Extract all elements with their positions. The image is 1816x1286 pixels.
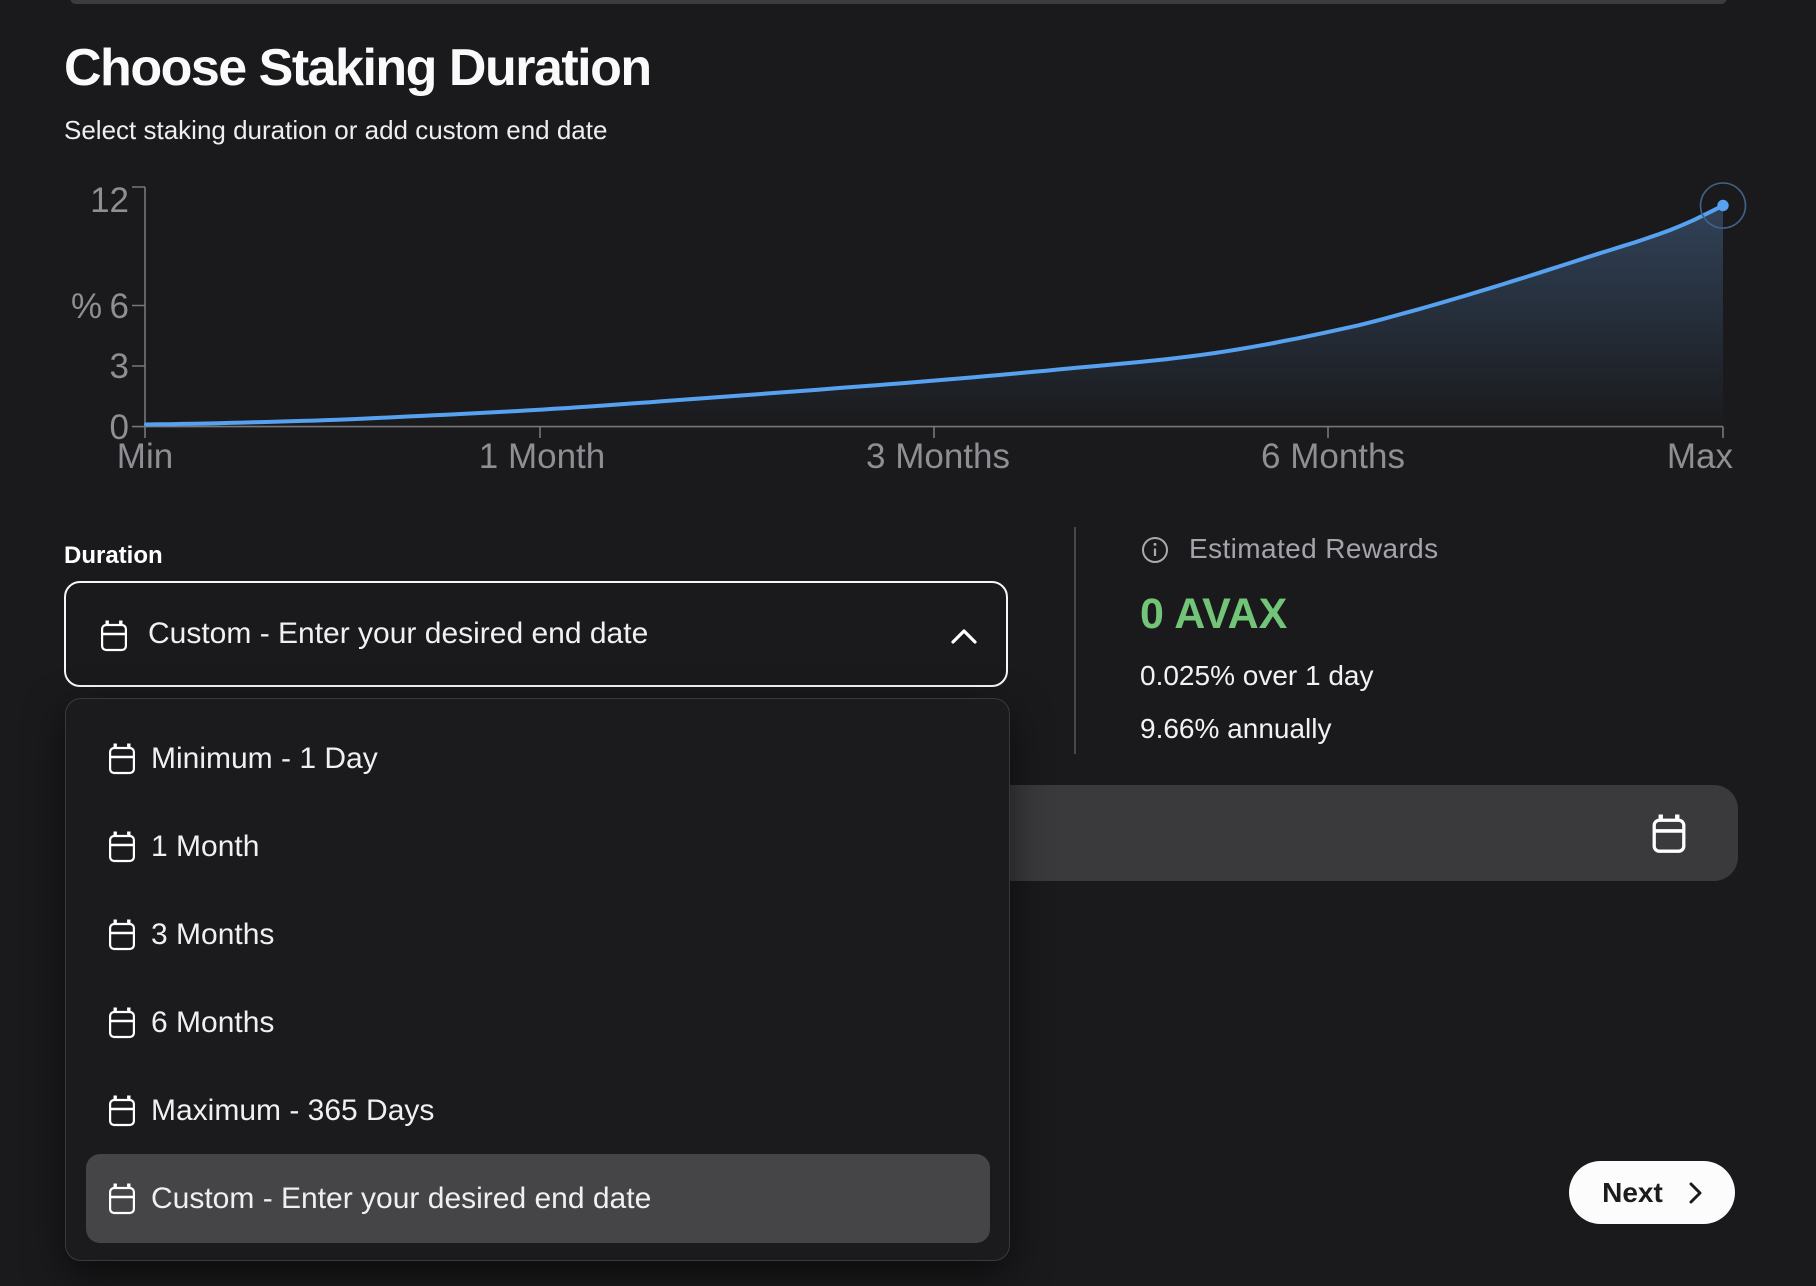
svg-text:3: 3 [110, 347, 129, 386]
svg-text:3 Months: 3 Months [866, 437, 1010, 476]
svg-text:0: 0 [110, 408, 129, 447]
svg-text:6: 6 [110, 287, 129, 326]
svg-text:%: % [71, 287, 102, 326]
svg-text:12: 12 [90, 181, 129, 220]
svg-text:Max: Max [1667, 437, 1734, 476]
svg-text:6 Months: 6 Months [1261, 437, 1405, 476]
svg-text:Min: Min [117, 437, 173, 476]
svg-text:1 Month: 1 Month [479, 437, 605, 476]
